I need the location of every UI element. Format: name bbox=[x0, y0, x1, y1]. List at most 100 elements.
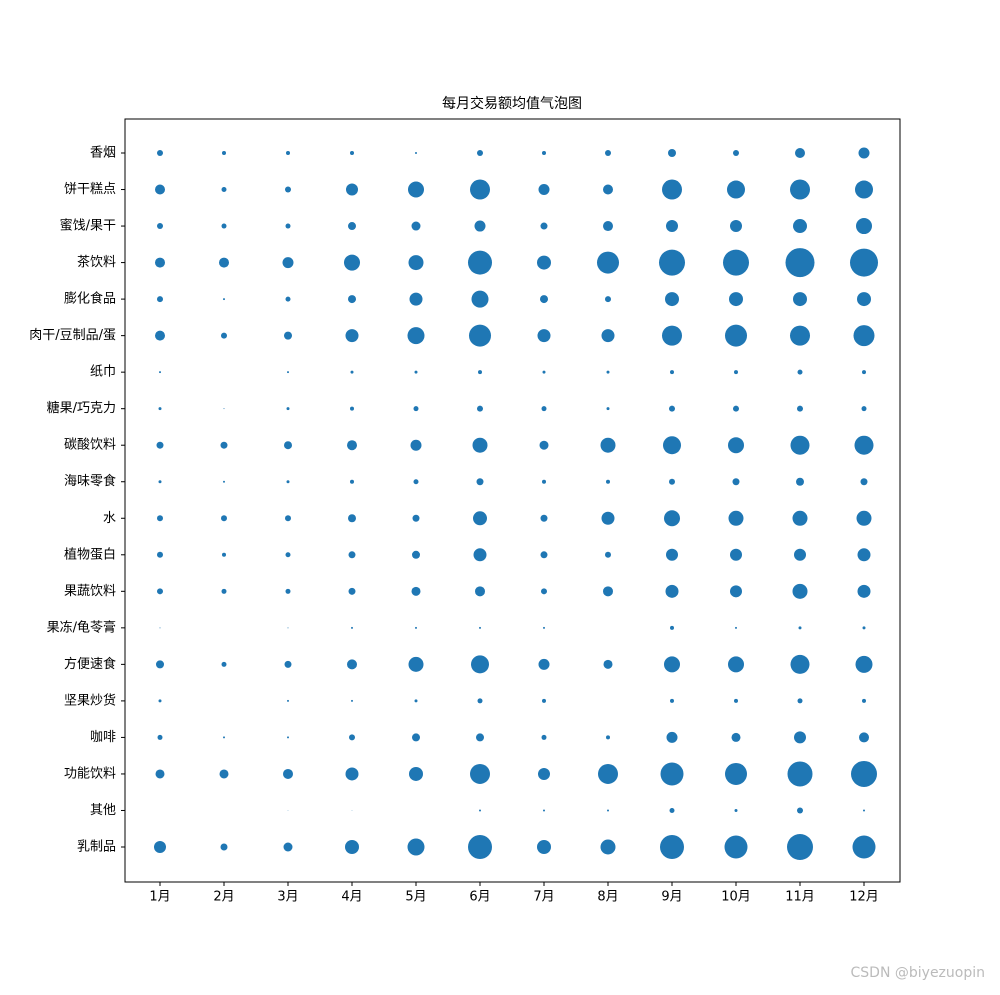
bubble bbox=[415, 626, 417, 629]
bubble bbox=[543, 626, 545, 629]
bubble bbox=[724, 835, 748, 859]
bubble bbox=[157, 515, 163, 522]
bubble bbox=[479, 809, 481, 812]
bubble bbox=[223, 480, 225, 483]
bubble bbox=[600, 437, 616, 453]
bubble bbox=[660, 762, 684, 786]
bubble bbox=[285, 186, 291, 193]
bubble bbox=[538, 658, 550, 670]
bubble bbox=[797, 807, 803, 814]
chart-title: 每月交易额均值气泡图 bbox=[442, 95, 582, 112]
bubble bbox=[284, 441, 292, 450]
bubble bbox=[537, 255, 551, 270]
bubble bbox=[414, 370, 418, 374]
bubble bbox=[410, 439, 422, 451]
bubble bbox=[725, 324, 747, 347]
bubble bbox=[414, 699, 418, 703]
bubble bbox=[286, 480, 290, 484]
bubble bbox=[479, 626, 481, 629]
bubble bbox=[157, 223, 163, 230]
bubble bbox=[795, 148, 805, 158]
bubble bbox=[476, 478, 484, 486]
bubble bbox=[348, 222, 356, 231]
bubble bbox=[787, 761, 813, 787]
bubble bbox=[603, 184, 613, 195]
bubble bbox=[412, 550, 420, 559]
bubble bbox=[787, 834, 813, 860]
bubble bbox=[477, 405, 483, 412]
bubble bbox=[468, 835, 492, 859]
y-tick-label: 饼干糕点 bbox=[64, 182, 116, 197]
x-tick-label: 6月 bbox=[469, 890, 490, 905]
bubble bbox=[413, 479, 419, 485]
bubble bbox=[284, 331, 292, 340]
bubble bbox=[348, 514, 356, 523]
bubble bbox=[347, 659, 357, 670]
y-tick-label: 水 bbox=[103, 511, 116, 526]
bubble bbox=[733, 150, 739, 156]
bubble bbox=[470, 763, 490, 784]
bubble bbox=[666, 548, 678, 561]
bubble bbox=[731, 732, 741, 742]
bubble bbox=[793, 292, 807, 307]
bubble bbox=[285, 296, 291, 302]
bubble bbox=[349, 734, 355, 741]
bubble bbox=[797, 698, 803, 704]
bubble bbox=[473, 548, 487, 562]
bubble bbox=[221, 661, 227, 667]
bubble bbox=[606, 735, 610, 740]
bubble bbox=[413, 406, 419, 412]
y-tick-label: 纸巾 bbox=[90, 365, 116, 380]
bubble bbox=[793, 219, 807, 234]
bubble bbox=[597, 251, 619, 274]
bubble bbox=[159, 627, 161, 629]
bubble bbox=[858, 147, 870, 159]
bubble bbox=[477, 698, 483, 704]
bubble bbox=[666, 731, 678, 743]
y-tick-label: 海味零食 bbox=[64, 473, 116, 489]
bubble bbox=[663, 436, 681, 455]
bubble bbox=[344, 254, 360, 271]
y-tick-label: 其他 bbox=[90, 803, 116, 818]
bubble bbox=[351, 699, 353, 702]
bubble bbox=[408, 181, 424, 198]
bubble bbox=[660, 835, 684, 859]
bubble bbox=[471, 290, 489, 308]
bubble bbox=[540, 514, 548, 522]
y-tick-label: 膨化食品 bbox=[64, 291, 116, 307]
bubble bbox=[348, 551, 356, 559]
bubble bbox=[730, 585, 742, 598]
bubble bbox=[351, 810, 353, 811]
bubble bbox=[475, 586, 485, 597]
bubble bbox=[733, 405, 739, 412]
bubble bbox=[860, 478, 868, 486]
bubble bbox=[605, 150, 611, 156]
bubble bbox=[670, 625, 674, 630]
bubble bbox=[221, 332, 227, 339]
bubble bbox=[855, 180, 873, 199]
bubble bbox=[409, 292, 423, 306]
bubble bbox=[221, 515, 227, 522]
bubble bbox=[350, 151, 354, 155]
y-tick-label: 乳制品 bbox=[77, 840, 116, 855]
bubble bbox=[538, 184, 550, 196]
x-tick-label: 4月 bbox=[341, 890, 362, 905]
bubble bbox=[219, 769, 229, 779]
bubble bbox=[350, 370, 354, 374]
x-tick-label: 1月 bbox=[149, 890, 170, 905]
x-tick-label: 2月 bbox=[213, 890, 234, 905]
bubble bbox=[605, 551, 611, 558]
bubble bbox=[408, 656, 424, 672]
bubble bbox=[222, 151, 226, 155]
bubble bbox=[730, 548, 742, 561]
bubble bbox=[542, 698, 546, 703]
bubble bbox=[411, 221, 421, 231]
bubble bbox=[669, 807, 675, 813]
bubble bbox=[478, 370, 482, 375]
bubble bbox=[158, 480, 162, 484]
bubble bbox=[665, 292, 679, 307]
bubble bbox=[728, 510, 744, 526]
bubble bbox=[859, 732, 869, 743]
bubble bbox=[158, 407, 162, 411]
